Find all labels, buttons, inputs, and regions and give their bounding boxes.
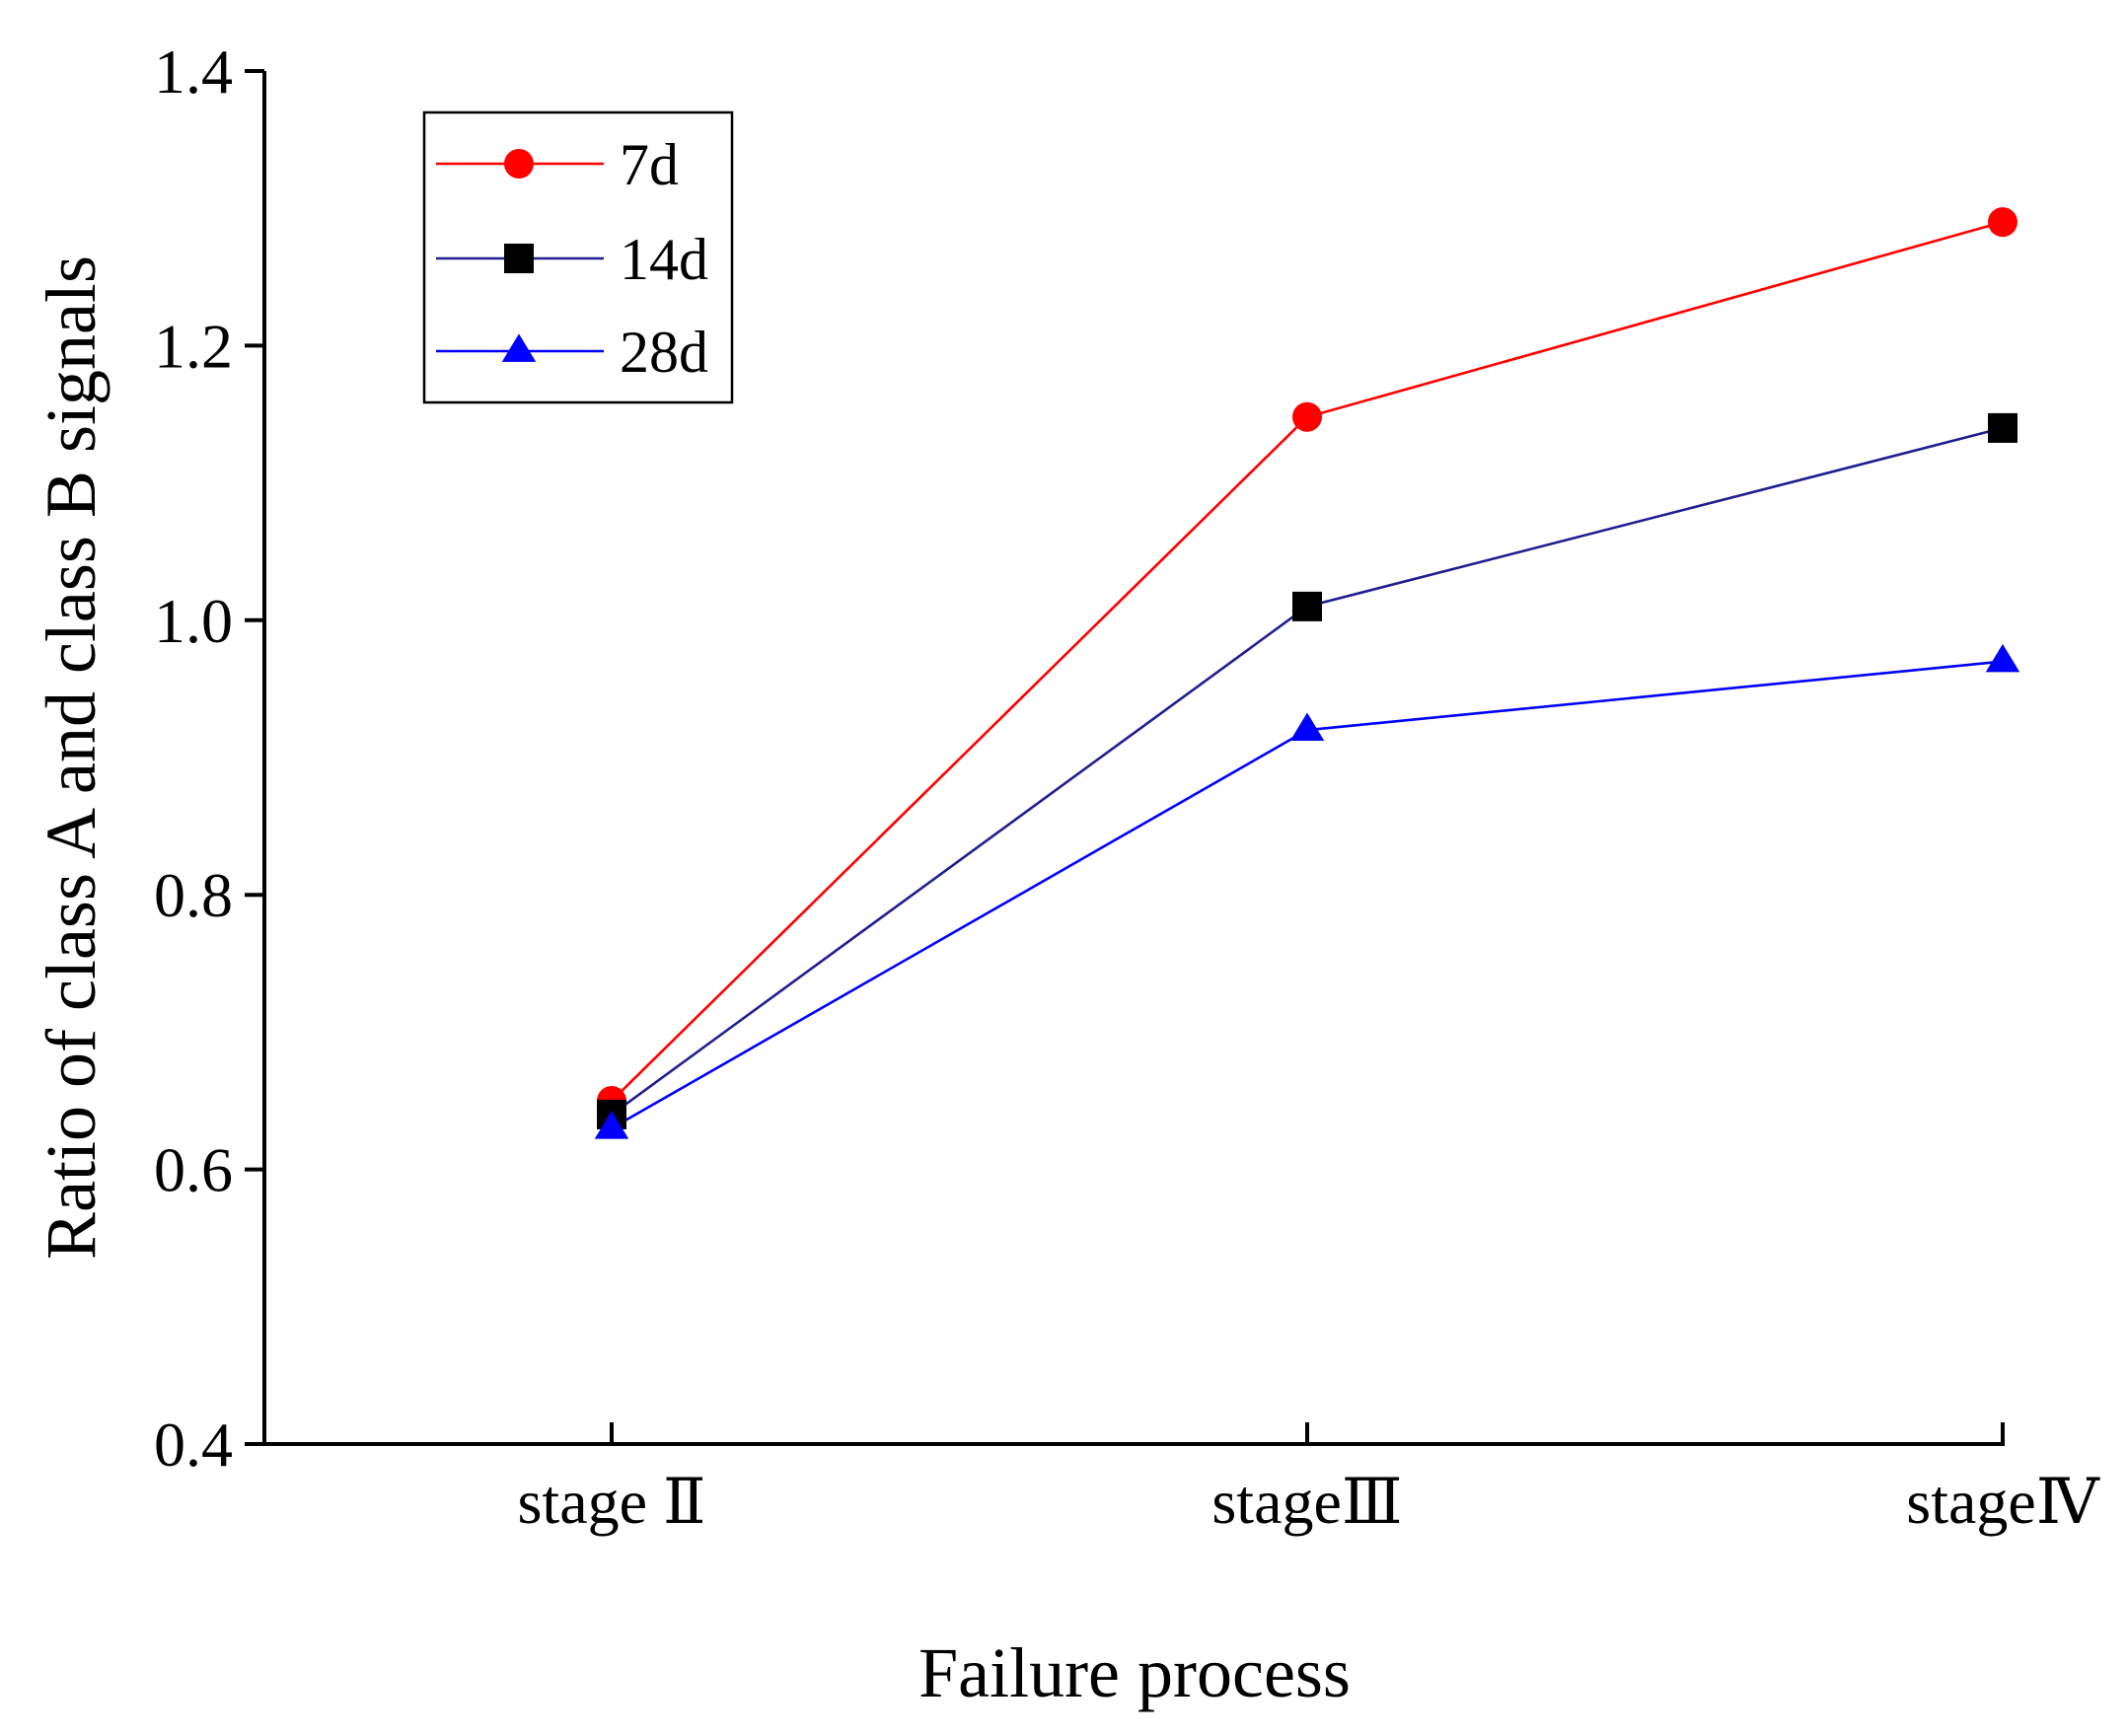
y-tick-label: 1.0 xyxy=(154,586,233,656)
legend-label-14d: 14d xyxy=(620,227,708,292)
legend-marker-28d xyxy=(501,333,537,362)
y-axis-title: Ratio of class A and class B signals xyxy=(32,255,110,1260)
y-tick-label: 1.4 xyxy=(154,36,233,107)
legend: 7d 14d 28d xyxy=(422,110,734,404)
legend-label-28d: 28d xyxy=(620,320,708,385)
axis-ticks: 0.4 0.6 0.8 1.0 1.2 1.4 stage Ⅱ stageⅢ stageⅣ xyxy=(154,36,2100,1537)
x-tick-label: stageⅢ xyxy=(1211,1467,1402,1537)
data-point-14d xyxy=(1988,412,2017,443)
data-point-28d xyxy=(1289,712,1325,741)
y-tick-label: 0.8 xyxy=(154,860,233,930)
data-point-14d xyxy=(1292,591,1322,621)
y-tick-label: 0.4 xyxy=(154,1410,233,1480)
legend-marker-14d xyxy=(504,244,534,273)
data-point-7d xyxy=(1988,207,2017,238)
series-line-14d xyxy=(611,426,2004,1116)
y-tick-label: 0.6 xyxy=(154,1135,233,1205)
x-axis-title: Failure process xyxy=(918,1633,1351,1712)
legend-label-7d: 7d xyxy=(620,132,679,197)
data-point-28d xyxy=(594,1111,629,1139)
x-tick-label: stage Ⅱ xyxy=(518,1467,706,1537)
y-tick-label: 1.2 xyxy=(154,311,233,381)
series-line-7d xyxy=(611,220,2004,1102)
data-point-28d xyxy=(1985,643,2020,673)
plot-area xyxy=(594,207,2020,1139)
data-point-7d xyxy=(1292,401,1322,432)
legend-marker-7d xyxy=(504,149,534,179)
x-tick-label: stageⅣ xyxy=(1906,1467,2100,1537)
